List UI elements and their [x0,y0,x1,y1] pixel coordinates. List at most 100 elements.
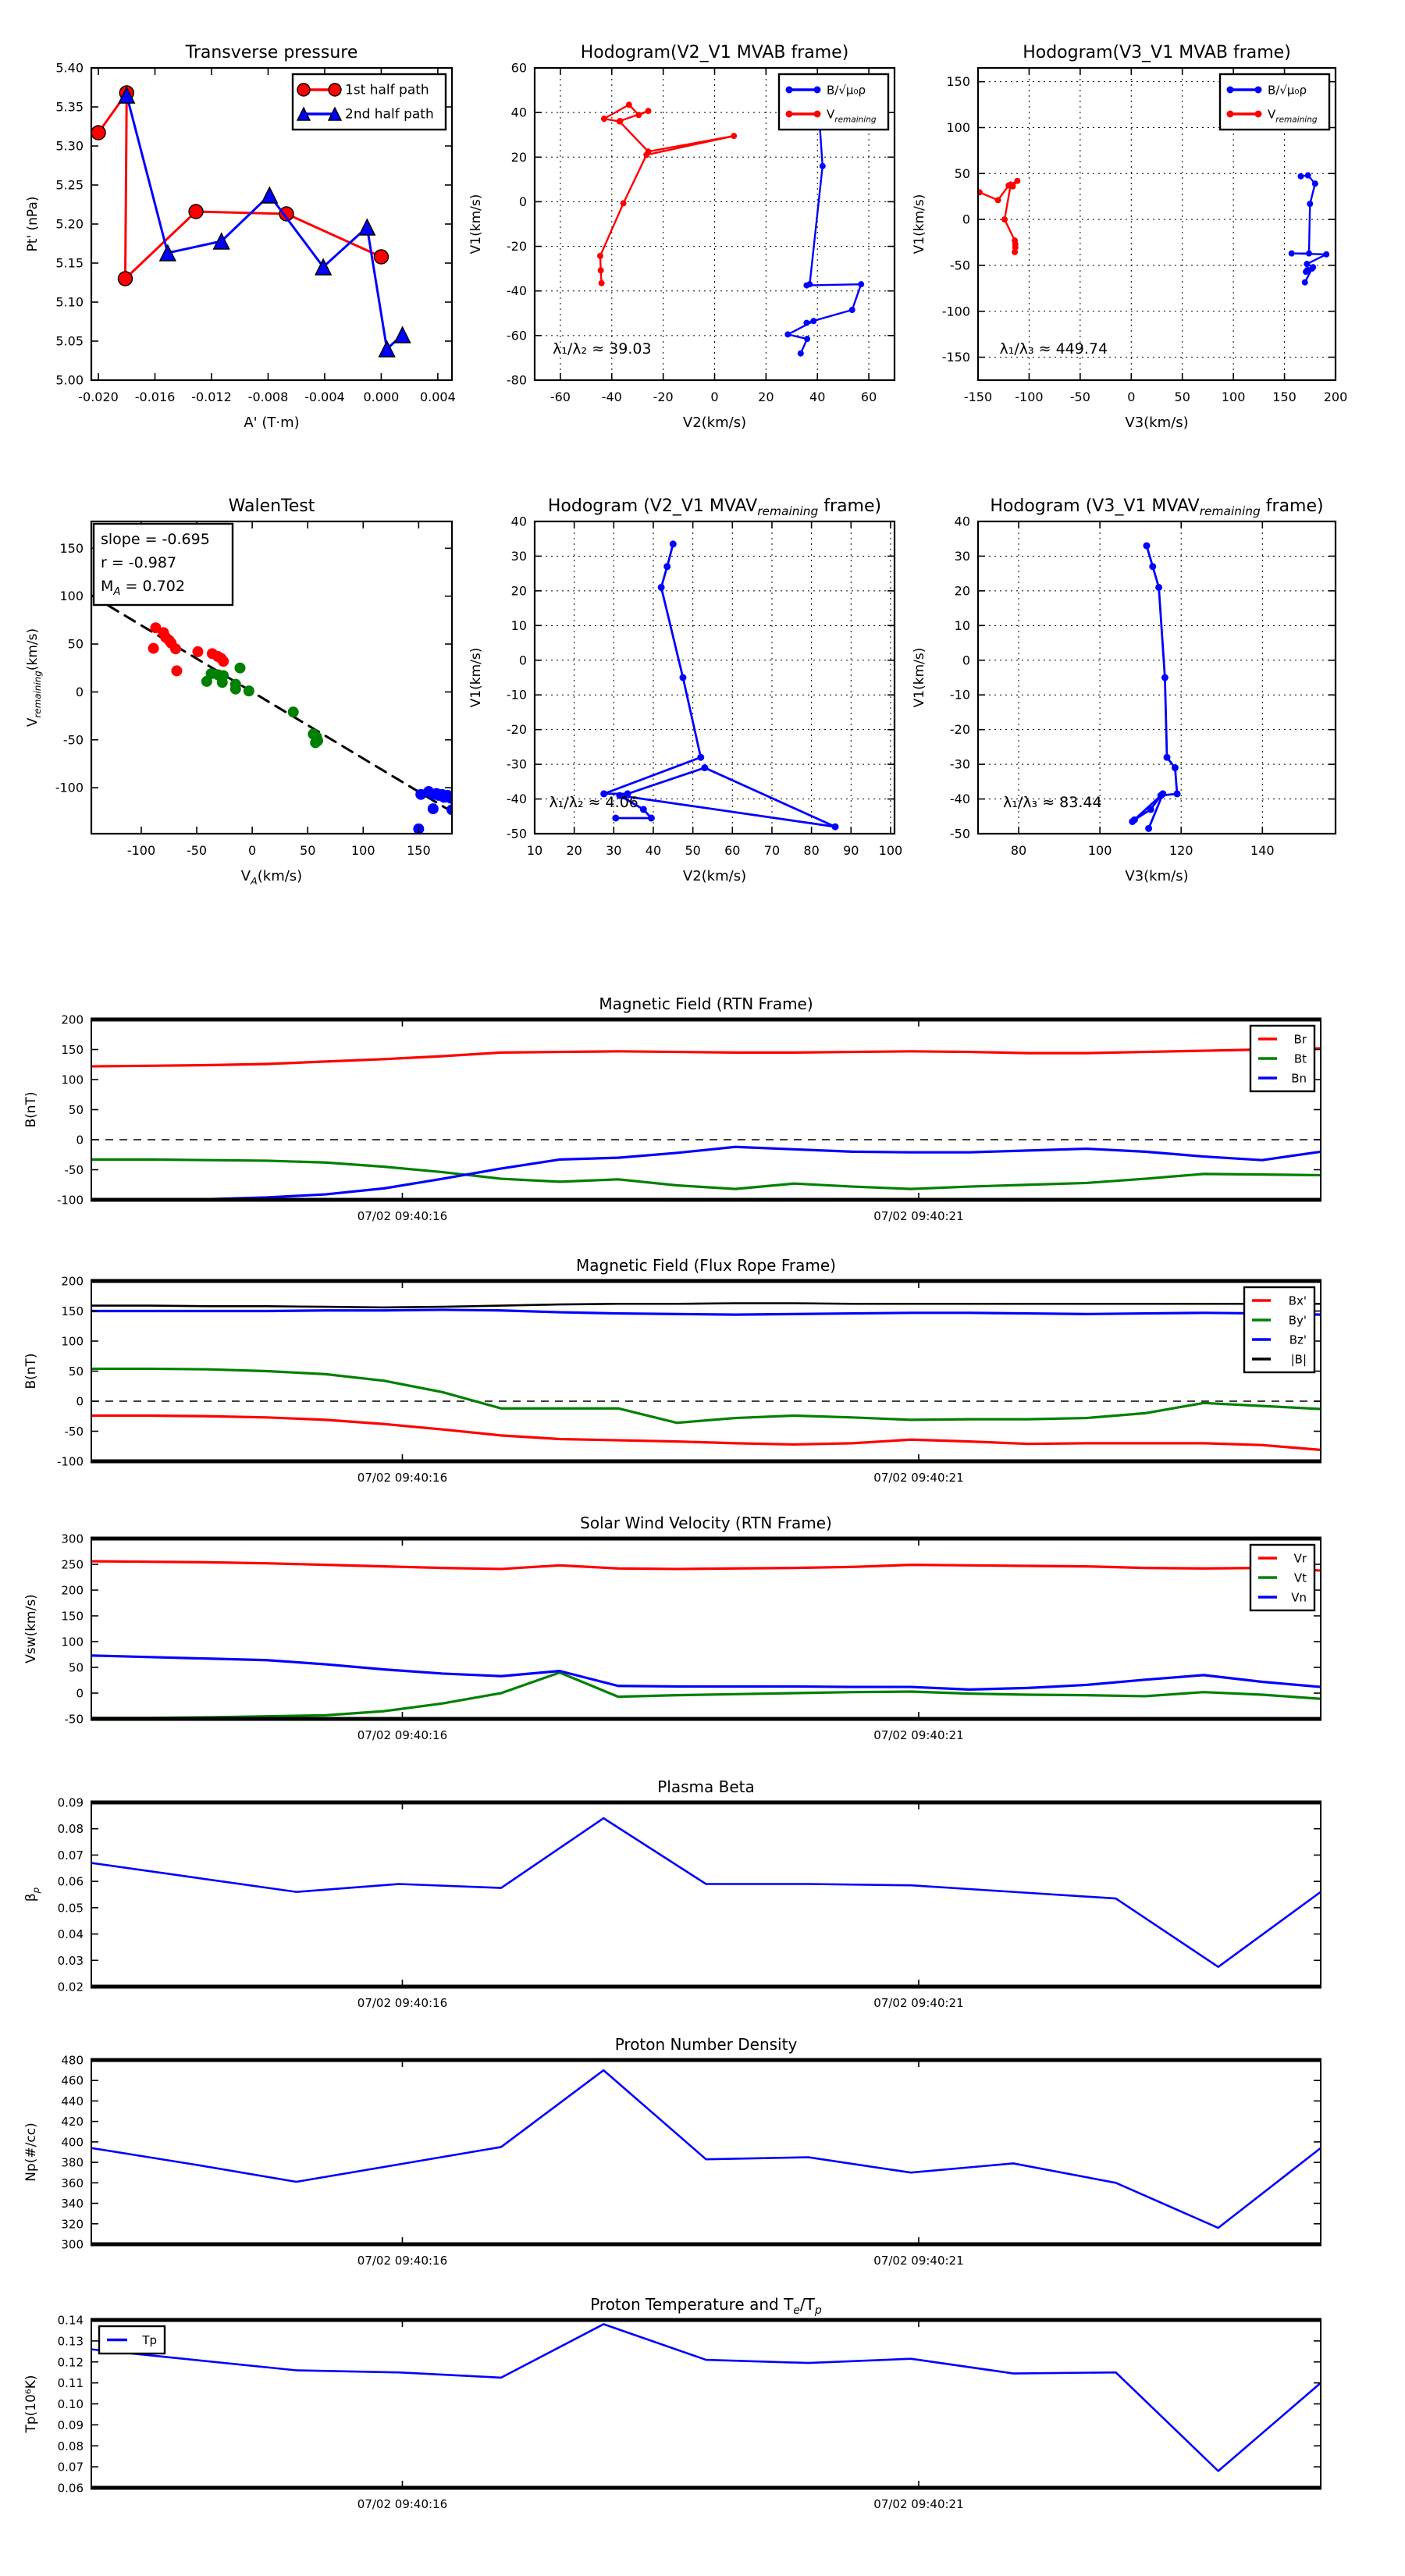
data-point [663,563,671,571]
legend-label: Vn [1291,1591,1307,1605]
y-tick-label: 200 [61,1584,84,1598]
y-tick-label: 100 [59,589,84,603]
data-point [598,279,605,286]
data-point [1254,86,1262,94]
y-tick-label: 150 [61,1043,84,1057]
panel-walen-test: -100 -50 0 50 100 150 -100 -50 0 50 100 150 WalenTes… [25,496,454,887]
data-point [731,133,738,140]
y-tick-label: 30 [511,549,527,564]
data-point [1149,563,1157,571]
y-tick-label: 150 [61,1304,84,1318]
x-tick-label: -20 [653,390,674,404]
data-point [657,583,665,591]
y-tick-label: 20 [955,583,970,598]
data-point [373,249,389,265]
data-point [600,790,608,798]
y-tick-label: -50 [950,827,970,841]
x-tick-label: 60 [861,390,877,404]
data-point [813,110,821,118]
x-axis: -60 -40 -20 0 20 40 60 [550,68,877,404]
y-axis: -80 -60 -40 -20 0 20 40 60 [507,61,895,388]
data-point [624,790,631,798]
panel-magnetic-field-flux-rope: 07/02 09:40:16 07/02 09:40:21 -100 -50 0 50 10… [23,1256,1321,1485]
y-axis-label: Pt' (nPa) [25,197,41,252]
x-axis: -150 -100 -50 0 50 100 150 200 [964,68,1347,404]
y-tick-label: 0.13 [58,2334,84,2348]
data-point [1301,279,1308,286]
y-tick-label: -100 [57,1455,84,1469]
x-tick-label: 150 [1272,390,1297,404]
legend: 1st half path 2nd half path [291,73,447,131]
data-point [858,281,865,288]
y-tick-label: 0.03 [58,1954,84,1968]
data-point [1173,790,1181,798]
x-tick-label: 40 [809,390,825,404]
y-tick-label: 400 [61,2135,84,2149]
data-point [600,116,607,123]
legend-label: Bt [1294,1052,1307,1066]
x-tick-label: 50 [1175,390,1190,404]
y-tick-label: 150 [59,541,84,556]
y-tick-label: -50 [507,827,527,841]
y-tick-label: 5.40 [55,61,84,76]
x-tick-label: 0.004 [420,390,456,404]
y-tick-label: 50 [69,1103,84,1117]
y-tick-label: -20 [950,722,970,737]
x-tick-label: 100 [351,843,375,858]
x-tick-label: 07/02 09:40:21 [873,1996,963,2010]
y-tick-label: 0.10 [58,2397,84,2411]
panel-title: Hodogram(V3_V1 MVAB frame) [1023,43,1291,62]
panel-title: Proton Temperature and Te/Tp [590,2295,822,2317]
y-tick-label: 0 [76,1133,84,1147]
y-tick-label: 40 [955,514,970,529]
y-tick-label: 0.09 [58,2418,84,2432]
x-axis: 07/02 09:40:16 07/02 09:40:21 [357,2060,964,2268]
y-tick-label: -50 [950,258,970,272]
x-tick-label: 07/02 09:40:21 [873,2497,963,2511]
y-tick-label: -50 [65,1163,84,1177]
y-tick-label: 0.08 [58,2439,84,2453]
y-tick-label: 340 [61,2197,84,2211]
legend-label: Bz' [1289,1333,1307,1347]
x-axis: 07/02 09:40:16 07/02 09:40:21 [357,1019,964,1223]
legend-label: B/√μ₀ρ [827,84,866,98]
y-tick-label: -40 [950,792,970,806]
data-line [91,1047,1321,1068]
x-axis: 07/02 09:40:16 07/02 09:40:21 [357,1281,964,1485]
panel-magnetic-field-rtn: 07/02 09:40:16 07/02 09:40:21 -100 -50 0 50 10… [23,994,1321,1223]
x-tick-label: -0.004 [304,390,345,404]
panel-hodogram-v2v1-mvav: 10 20 30 40 50 60 70 80 90 100 -50 -40 -30 -20 -10 0 10 2… [468,496,902,884]
y-tick-label: -30 [950,757,970,772]
panel-title: Magnetic Field (RTN Frame) [599,994,813,1013]
y-tick-label: 0 [76,685,84,699]
data-point [243,685,254,697]
y-tick-label: 0.12 [58,2355,84,2369]
y-tick-label: 100 [946,120,970,135]
data-line [91,1654,1321,1691]
y-tick-label: 0 [76,1687,84,1701]
annotation: λ₁/λ₂ ≈ 39.03 [553,340,652,358]
x-axis-label: VA(km/s) [241,868,302,887]
x-tick-label: -100 [1015,390,1043,404]
x-tick-label: 07/02 09:40:16 [357,1471,447,1485]
data-point [1307,201,1314,208]
y-axis: 5.00 5.05 5.10 5.15 5.20 5.25 5.30 5.35 5.40 [55,61,452,388]
x-tick-label: 0 [710,390,718,404]
data-point [1161,674,1168,681]
y-axis-label: B(nT) [23,1353,39,1389]
y-tick-label: 0.04 [58,1927,84,1941]
panel-proton-temperature: 07/02 09:40:16 07/02 09:40:21 0.06 0.07 0.08… [23,2295,1321,2511]
data-point [170,643,182,655]
data-point [212,232,230,250]
panel-transverse-pressure: -0.020 -0.016 -0.012 -0.008 -0.004 0.000 0.004… [25,43,456,431]
data-point [1288,250,1295,257]
y-tick-label: 150 [946,74,970,89]
y-axis: -50 -40 -30 -20 -10 0 10 20 30 40 [507,514,895,841]
data-point [645,108,652,115]
y-tick-label: 5.05 [55,334,84,349]
data-point [1226,110,1234,118]
x-tick-label: -0.020 [78,390,119,404]
data-point [1007,181,1014,188]
panel-hodogram-v3v1-mvab: -150 -100 -50 0 50 100 150 200 -150 -100 -50 0 50 100… [912,43,1347,431]
y-axis: 0.06 0.07 0.08 0.09 0.10 0.11 0.12 0.13 0.14 [58,2314,1321,2496]
